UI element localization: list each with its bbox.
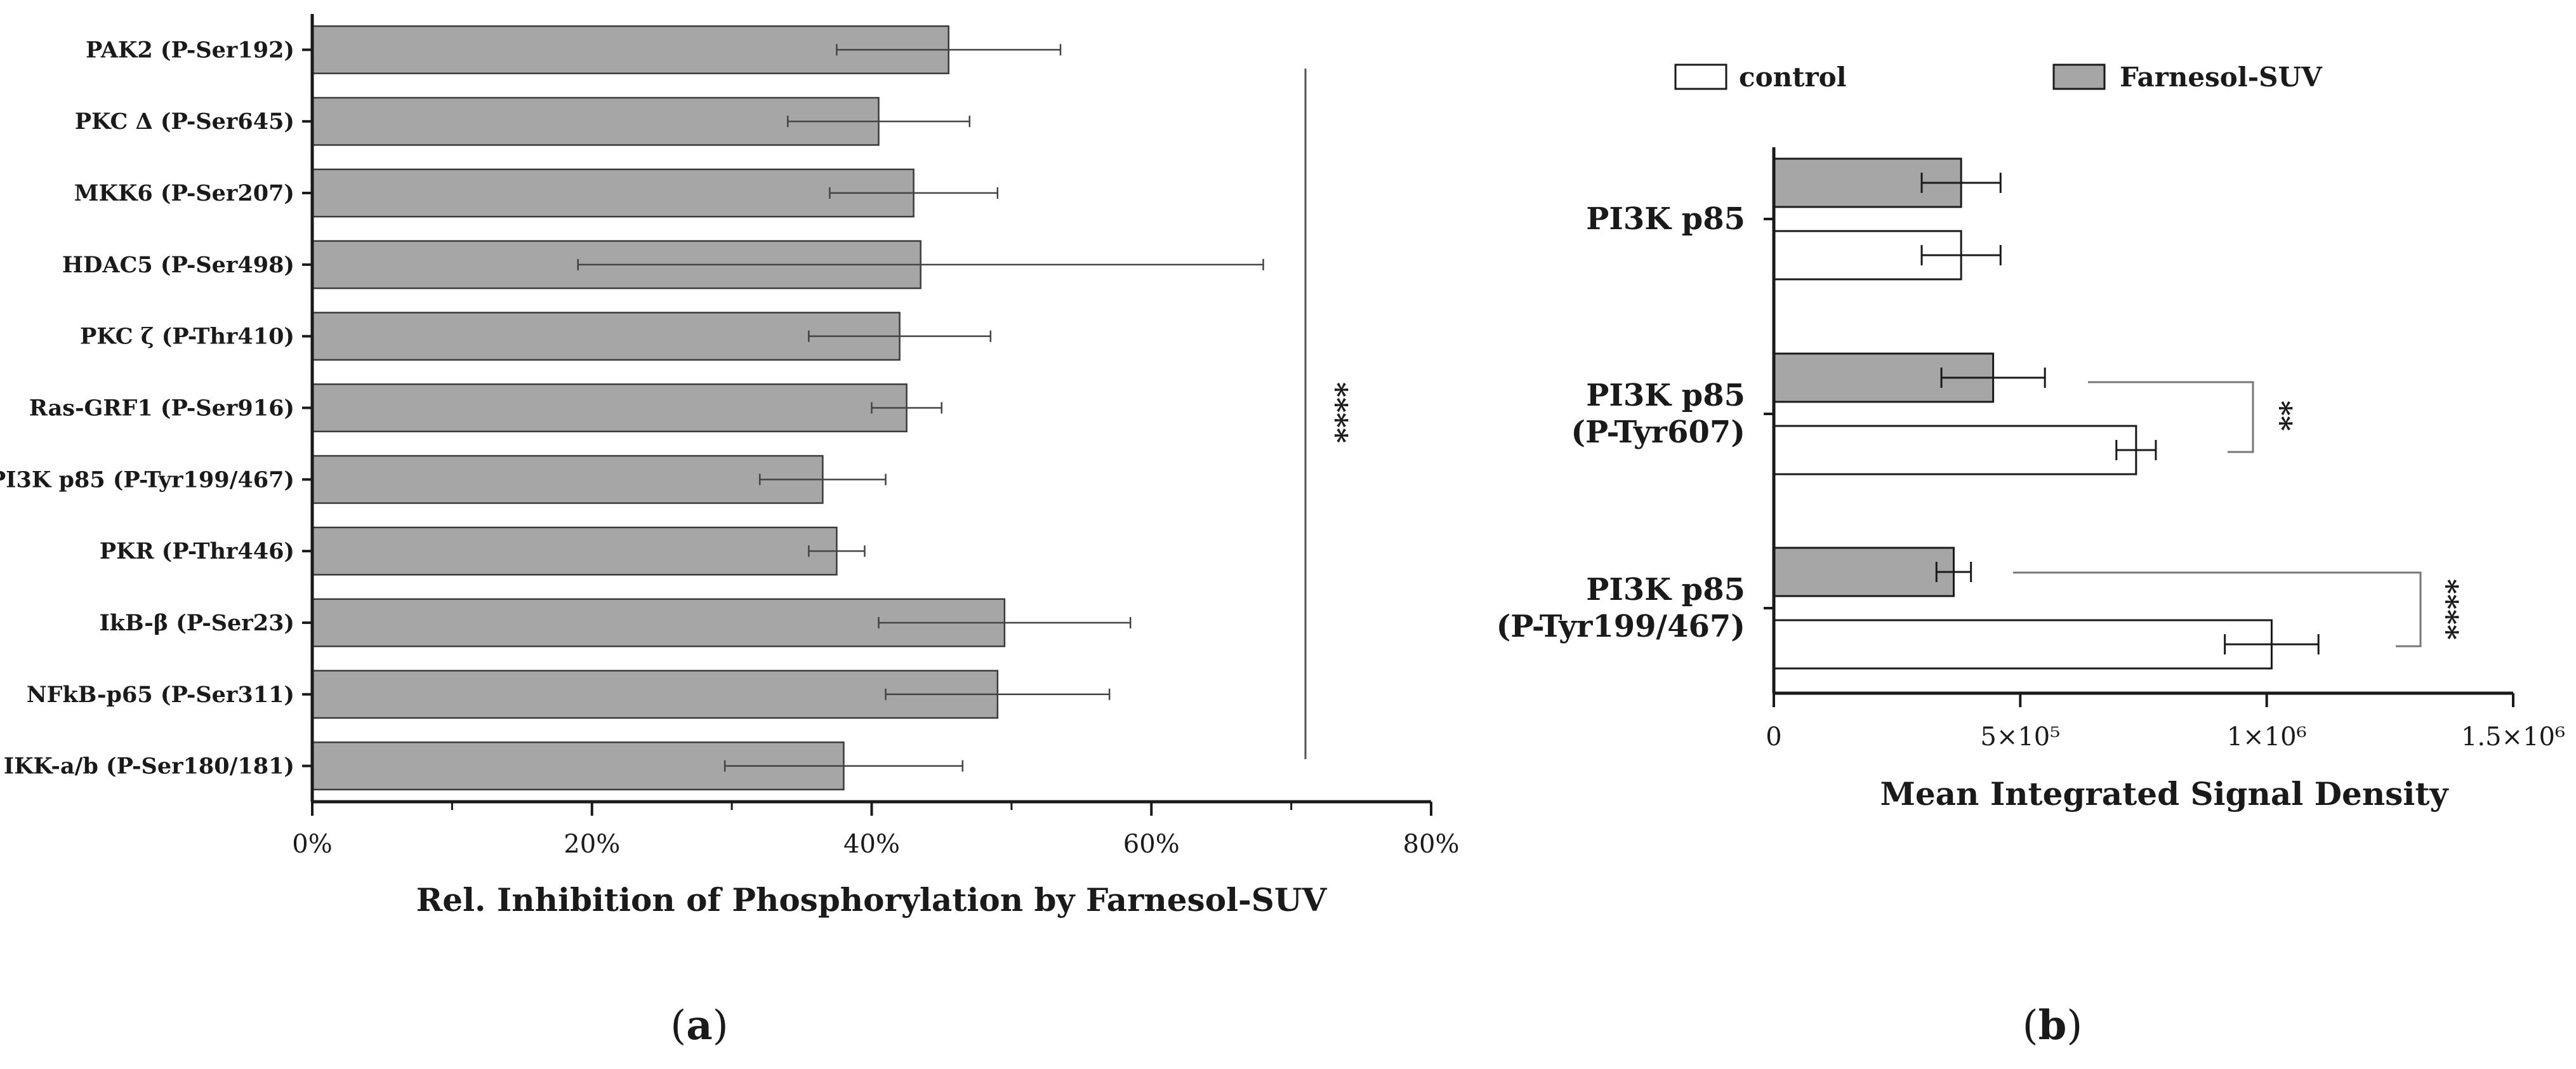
panel-b: control Farnesol-SUV 0 5×10⁵ 1×10⁶ 1.5×10⁶ …	[1496, 62, 2565, 1049]
a-x-tick-label: 40%	[843, 830, 900, 859]
panel-letter-b: b	[2038, 1002, 2067, 1049]
b-category-label: PI3K p85	[1586, 378, 1745, 413]
a-significance-label: ****	[1319, 382, 1354, 443]
a-bar-mkk6-p-ser207	[311, 168, 915, 218]
panel-a: 0% 20% 40% 60% 80% PAK2 (P-Ser192) PKC Δ (P-S…	[0, 14, 1459, 1049]
legend-swatch-control	[1674, 63, 1727, 90]
a-category-label: PAK2 (P-Ser192)	[86, 37, 294, 63]
b-legend: control Farnesol-SUV	[1674, 62, 2323, 93]
panel-label-a: (a)	[670, 1002, 728, 1049]
a-x-tick-label: 60%	[1123, 830, 1180, 859]
b-bar-control-pi3k-p85-p-tyr199-467	[1773, 619, 2273, 670]
panel-label-b: (b)	[2023, 1002, 2083, 1049]
b-x-tick-label: 0	[1766, 722, 1781, 752]
b-bracket-p-tyr199-467	[2013, 571, 2422, 647]
legend-label-control: control	[1739, 62, 1847, 93]
a-bar-pkr-p-thr446	[311, 526, 838, 576]
b-x-tick-label: 1.5×10⁶	[2461, 722, 2565, 752]
b-category-label: (P-Tyr607)	[1571, 415, 1745, 450]
a-x-tick-label: 80%	[1403, 830, 1460, 859]
b-bracket-p-tyr607	[2088, 381, 2254, 453]
b-category-label: PI3K p85	[1586, 201, 1745, 237]
b-x-tick-label: 5×10⁵	[1980, 722, 2060, 752]
a-x-tick-label: 0%	[292, 830, 332, 859]
b-x-axis-title: Mean Integrated Signal Density	[1880, 775, 2450, 813]
panel-letter-a: a	[686, 1002, 712, 1049]
a-category-label: NFkB-p65 (P-Ser311)	[27, 682, 294, 708]
a-category-label: IKK-a/b (P-Ser180/181)	[4, 754, 294, 780]
a-bar-ras-grf1-p-ser916	[311, 383, 908, 432]
a-x-axis-title: Rel. Inhibition of Phosphorylation by Fa…	[416, 881, 1328, 919]
a-category-label: PKC ζ (P-Thr410)	[80, 324, 294, 350]
a-category-label: IkB-β (P-Ser23)	[99, 610, 294, 636]
a-bar-pkc-p-ser645	[311, 96, 880, 146]
b-sig-p-tyr607: **	[2264, 401, 2298, 431]
a-x-tick-label: 20%	[564, 830, 620, 859]
a-category-label: PI3K p85 (P-Tyr199/467)	[0, 467, 294, 493]
b-category-label: (P-Tyr199/467)	[1496, 609, 1745, 644]
b-bar-farnesol-suv-pi3k-p85-p-tyr199-467	[1773, 547, 1955, 597]
b-bar-control-pi3k-p85-p-tyr607	[1773, 425, 2137, 475]
a-category-label: HDAC5 (P-Ser498)	[62, 252, 294, 278]
a-category-label: PKR (P-Thr446)	[100, 538, 294, 564]
a-bar-pi3k-p85-p-tyr199-467	[311, 455, 824, 504]
b-category-label: PI3K p85	[1586, 572, 1745, 608]
legend-label-farnesol-suv: Farnesol-SUV	[2120, 62, 2323, 93]
a-category-label: PKC Δ (P-Ser645)	[75, 109, 294, 135]
b-x-tick-label: 1×10⁶	[2227, 722, 2307, 752]
a-category-label: Ras-GRF1 (P-Ser916)	[29, 395, 294, 422]
legend-swatch-farnesol-suv	[2052, 63, 2106, 90]
b-sig-p-tyr199-467: ****	[2430, 579, 2464, 640]
a-category-label: MKK6 (P-Ser207)	[74, 180, 294, 206]
